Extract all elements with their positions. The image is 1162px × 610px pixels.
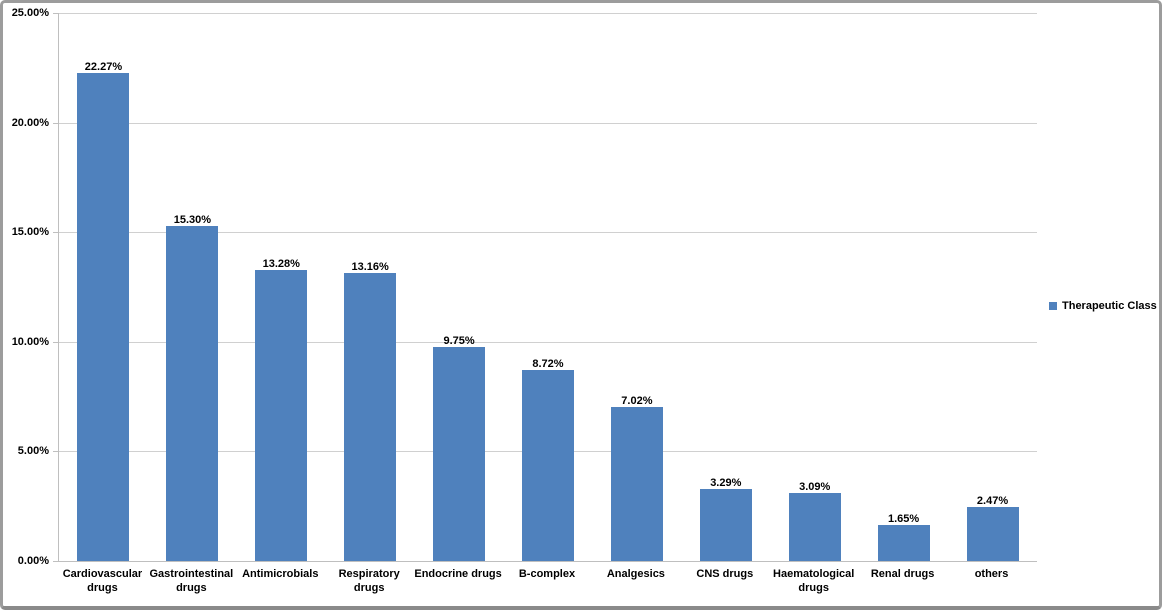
x-axis-category-label: B-complex [518,568,576,580]
y-axis-tick-mark [53,341,58,343]
bar-group: 9.75% [415,13,504,561]
x-axis-labels: Cardiovascular drugs Gastrointestinal dru… [58,567,1036,595]
bar [521,369,574,561]
gridline [59,122,1037,124]
y-axis-tick-mark [53,122,58,124]
y-axis-tick-label: 0.00% [17,555,49,567]
bar-value-label: 8.72% [532,357,564,370]
bar-group: 8.72% [504,13,593,561]
bar-value-label: 22.27% [84,60,123,73]
bar-value-label: 3.09% [799,481,831,494]
bar-group: 13.16% [326,13,415,561]
y-axis-tick-label: 25.00% [11,7,49,19]
bar-group: 2.47% [948,13,1037,561]
bar-group: 1.65% [859,13,948,561]
bar-value-label: 3.29% [710,476,742,489]
x-axis-category-label: Renal drugs [870,568,935,580]
x-axis-category-label: CNS drugs [696,568,754,580]
y-axis-tick-label: 15.00% [11,226,49,239]
x-axis-category-label: Antimicrobials [242,568,319,580]
bar [166,225,219,561]
x-axis-category-label: Endocrine drugs [414,568,502,580]
bar [877,524,930,561]
bar-value-label: 7.02% [621,395,653,408]
bar-group: 15.30% [148,13,237,561]
x-axis-category-label: Haematological drugs [773,568,855,594]
legend-label: Therapeutic Class [1062,300,1157,312]
bar [699,488,752,561]
x-axis-category-label: Analgesics [606,568,665,580]
bars-container: 22.27% 15.30% 13.28% 13.16% 9.75% 8.72% 7.02% 3… [59,13,1037,561]
y-axis: 0.00% 5.00% 10.00% 15.00% 20.00% 25.00% [3,7,58,567]
y-axis-tick-mark [53,232,58,234]
gridline [59,13,1037,14]
bar [77,72,130,561]
bar-group: 3.09% [770,13,859,561]
bar-group: 13.28% [237,13,326,561]
legend-color-swatch [1049,302,1057,310]
bar [344,272,397,561]
x-axis-category-label: Cardiovascular drugs [62,568,143,594]
x-axis-category-label: others [974,568,1009,580]
y-axis-tick-mark [53,13,58,14]
bar-value-label: 2.47% [976,494,1009,507]
legend: Therapeutic Class [1049,300,1157,312]
bar-group: 22.27% [59,13,148,561]
y-axis-tick-mark [53,561,58,562]
bar [255,269,308,561]
gridline [59,341,1037,343]
y-axis-tick-label: 10.00% [11,335,49,348]
y-axis-tick-label: 20.00% [11,116,49,129]
bar [966,506,1019,561]
bar [610,407,663,561]
bar [788,493,841,561]
bar [433,347,486,561]
y-axis-tick-label: 5.00% [17,445,49,458]
y-axis-tick-mark [53,451,58,453]
bar-value-label: 15.30% [173,213,212,226]
bar-value-label: 13.28% [262,257,300,270]
x-axis-category-label: Gastrointestinal drugs [149,568,234,594]
bar-value-label: 9.75% [443,335,475,348]
bar-group: 3.29% [681,13,770,561]
bar-group: 7.02% [592,13,681,561]
bar-value-label: 1.65% [888,512,920,525]
x-axis-category-label: Respiratory drugs [338,568,400,594]
bar-value-label: 13.16% [351,260,389,273]
gridline [59,232,1037,234]
plot-area: 22.27% 15.30% 13.28% 13.16% 9.75% 8.72% 7.02% 3… [58,13,1037,562]
